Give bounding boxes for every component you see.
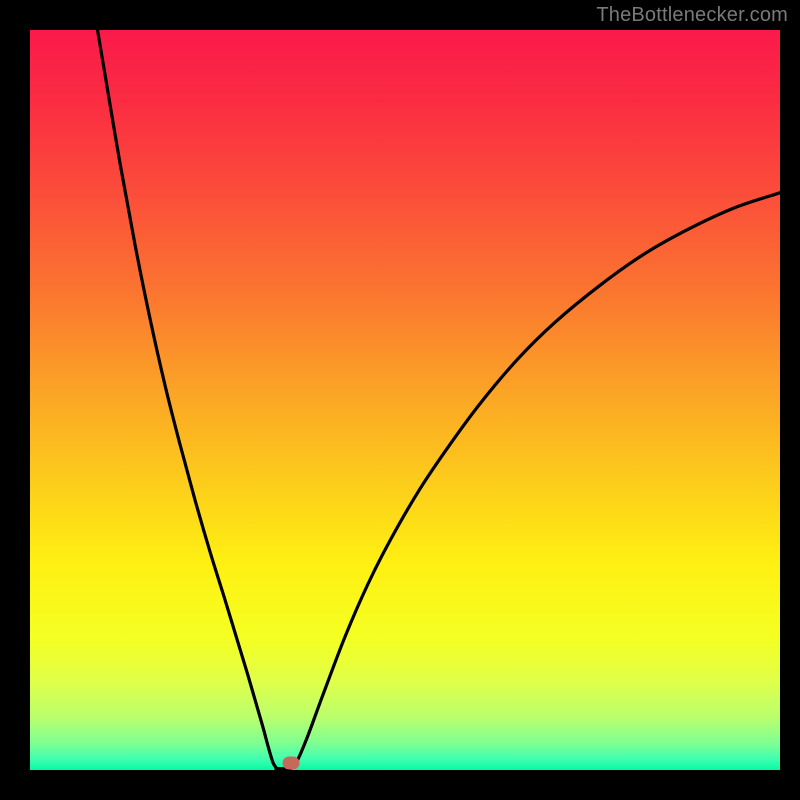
optimal-point-marker (283, 757, 300, 770)
watermark-text: TheBottlenecker.com (596, 4, 788, 27)
frame-left (0, 0, 30, 800)
gradient-background (30, 30, 780, 770)
bottleneck-curve (30, 30, 780, 770)
frame-bottom (0, 770, 800, 800)
curve-line (98, 30, 781, 769)
chart-plot-area (30, 30, 780, 770)
frame-right (780, 0, 800, 800)
